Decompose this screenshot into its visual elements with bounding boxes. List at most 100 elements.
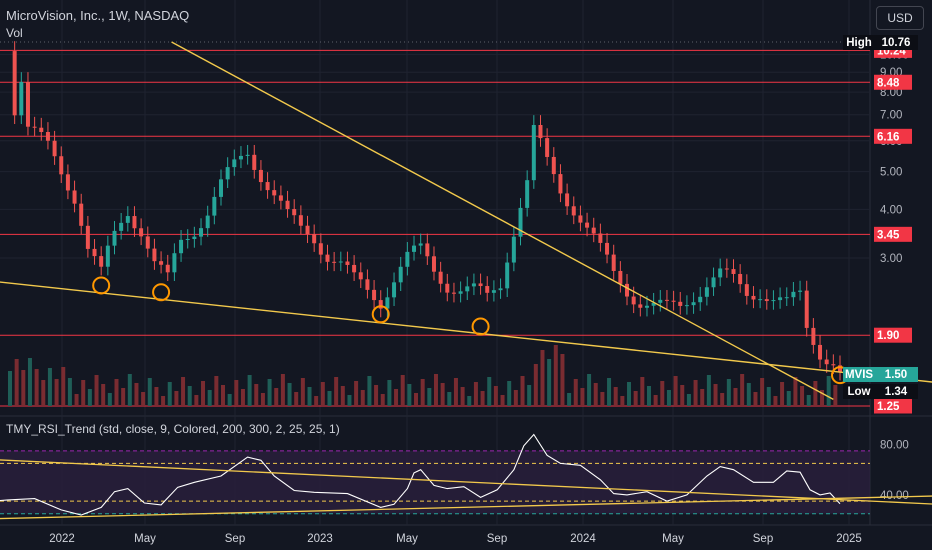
candle-body (784, 297, 789, 299)
volume-bar (467, 396, 472, 406)
volume-bar (14, 359, 19, 406)
volume-bar (121, 388, 126, 406)
volume-bar (660, 381, 665, 406)
price-tick-label: 5.00 (880, 167, 902, 179)
candle-body (372, 289, 377, 301)
volume-bar (720, 393, 725, 406)
volume-bar (407, 384, 412, 406)
volume-bar (260, 393, 265, 406)
volume-label: Vol (6, 26, 23, 40)
candle-body (92, 248, 97, 257)
candle-body (498, 288, 503, 291)
candle-body (478, 283, 483, 287)
symbol-tag: MVIS (843, 367, 875, 382)
candle-body (838, 365, 842, 372)
volume-bar (480, 391, 485, 406)
volume-bar (453, 378, 458, 406)
candle-body (72, 190, 77, 204)
candle-body (618, 270, 623, 284)
candle-body (538, 125, 543, 139)
volume-bar (194, 395, 199, 406)
candle-body (418, 243, 423, 246)
volume-bar (826, 376, 831, 406)
candle-body (152, 248, 157, 262)
volume-bar (813, 381, 818, 406)
trendline (171, 41, 834, 400)
volume-bar (267, 379, 272, 406)
time-axis-label: Sep (487, 533, 507, 545)
time-axis-label: 2022 (49, 533, 75, 545)
candle-body (139, 228, 144, 237)
candle-body (691, 302, 696, 306)
time-axis-label: May (662, 533, 684, 545)
level-tag-text: 3.45 (877, 229, 900, 241)
volume-bar (394, 389, 399, 406)
touch-point-circle (471, 317, 490, 336)
volume-bar (500, 395, 505, 406)
volume-bar (673, 376, 678, 406)
candle-body (465, 286, 470, 292)
volume-bar (400, 375, 405, 406)
volume-bar (214, 376, 219, 406)
candle-body (438, 271, 443, 284)
level-tag-bg (874, 74, 912, 90)
candle-body (751, 295, 756, 300)
candle-body (458, 291, 463, 294)
volume-bar (593, 383, 598, 406)
candle-body (39, 127, 44, 132)
rsi-indicator-title: TMY_RSI_Trend (std, close, 9, Colored, 2… (6, 422, 340, 436)
currency-button[interactable]: USD (876, 6, 924, 30)
volume-bar (706, 375, 711, 406)
volume-bar (600, 392, 605, 406)
candle-body (644, 305, 649, 308)
volume-bar (294, 392, 299, 406)
price-tick-label: 4.00 (880, 204, 902, 216)
volume-bar (746, 383, 751, 406)
candle-body (45, 131, 50, 141)
volume-bar (320, 382, 325, 406)
price-tick-label: 3.00 (880, 253, 902, 265)
candle-body (12, 51, 17, 116)
candle-body (471, 283, 476, 287)
volume-bar (427, 388, 432, 406)
candle-body (99, 256, 104, 267)
volume-bar (733, 388, 738, 406)
volume-bar (806, 395, 811, 406)
candle-body (451, 292, 456, 294)
volume-bar (101, 384, 106, 406)
volume-bar (141, 392, 146, 406)
rsi-tick-label: 40.00 (880, 490, 909, 502)
candle-body (405, 251, 410, 267)
volume-bar (780, 382, 785, 406)
candle-body (718, 268, 723, 278)
level-tag-text: 8.48 (877, 77, 900, 89)
volume-bar (700, 389, 705, 406)
volume-bar (607, 378, 612, 406)
candle-body (525, 180, 530, 208)
volume-bar (234, 380, 239, 406)
volume-bar (134, 383, 139, 406)
candle-body (52, 140, 57, 157)
volume-bar (94, 375, 99, 406)
volume-bar (161, 396, 166, 406)
volume-bar (61, 367, 66, 406)
candle-body (112, 230, 117, 246)
volume-bar (627, 382, 632, 406)
candle-body (252, 154, 257, 170)
candle-body (199, 228, 204, 237)
candle-body (318, 243, 323, 255)
volume-bar (327, 391, 332, 406)
candle-body (671, 300, 676, 302)
candle-body (392, 282, 397, 298)
volume-bar (367, 376, 372, 406)
volume-bar (567, 393, 572, 406)
candle-body (664, 299, 669, 301)
volume-bar (433, 374, 438, 406)
volume-bar (107, 393, 112, 406)
volume-bar (41, 380, 46, 406)
level-tag-text: 6.16 (877, 131, 899, 143)
volume-bar (174, 391, 179, 406)
candle-body (385, 297, 390, 309)
candle-body (79, 203, 84, 226)
